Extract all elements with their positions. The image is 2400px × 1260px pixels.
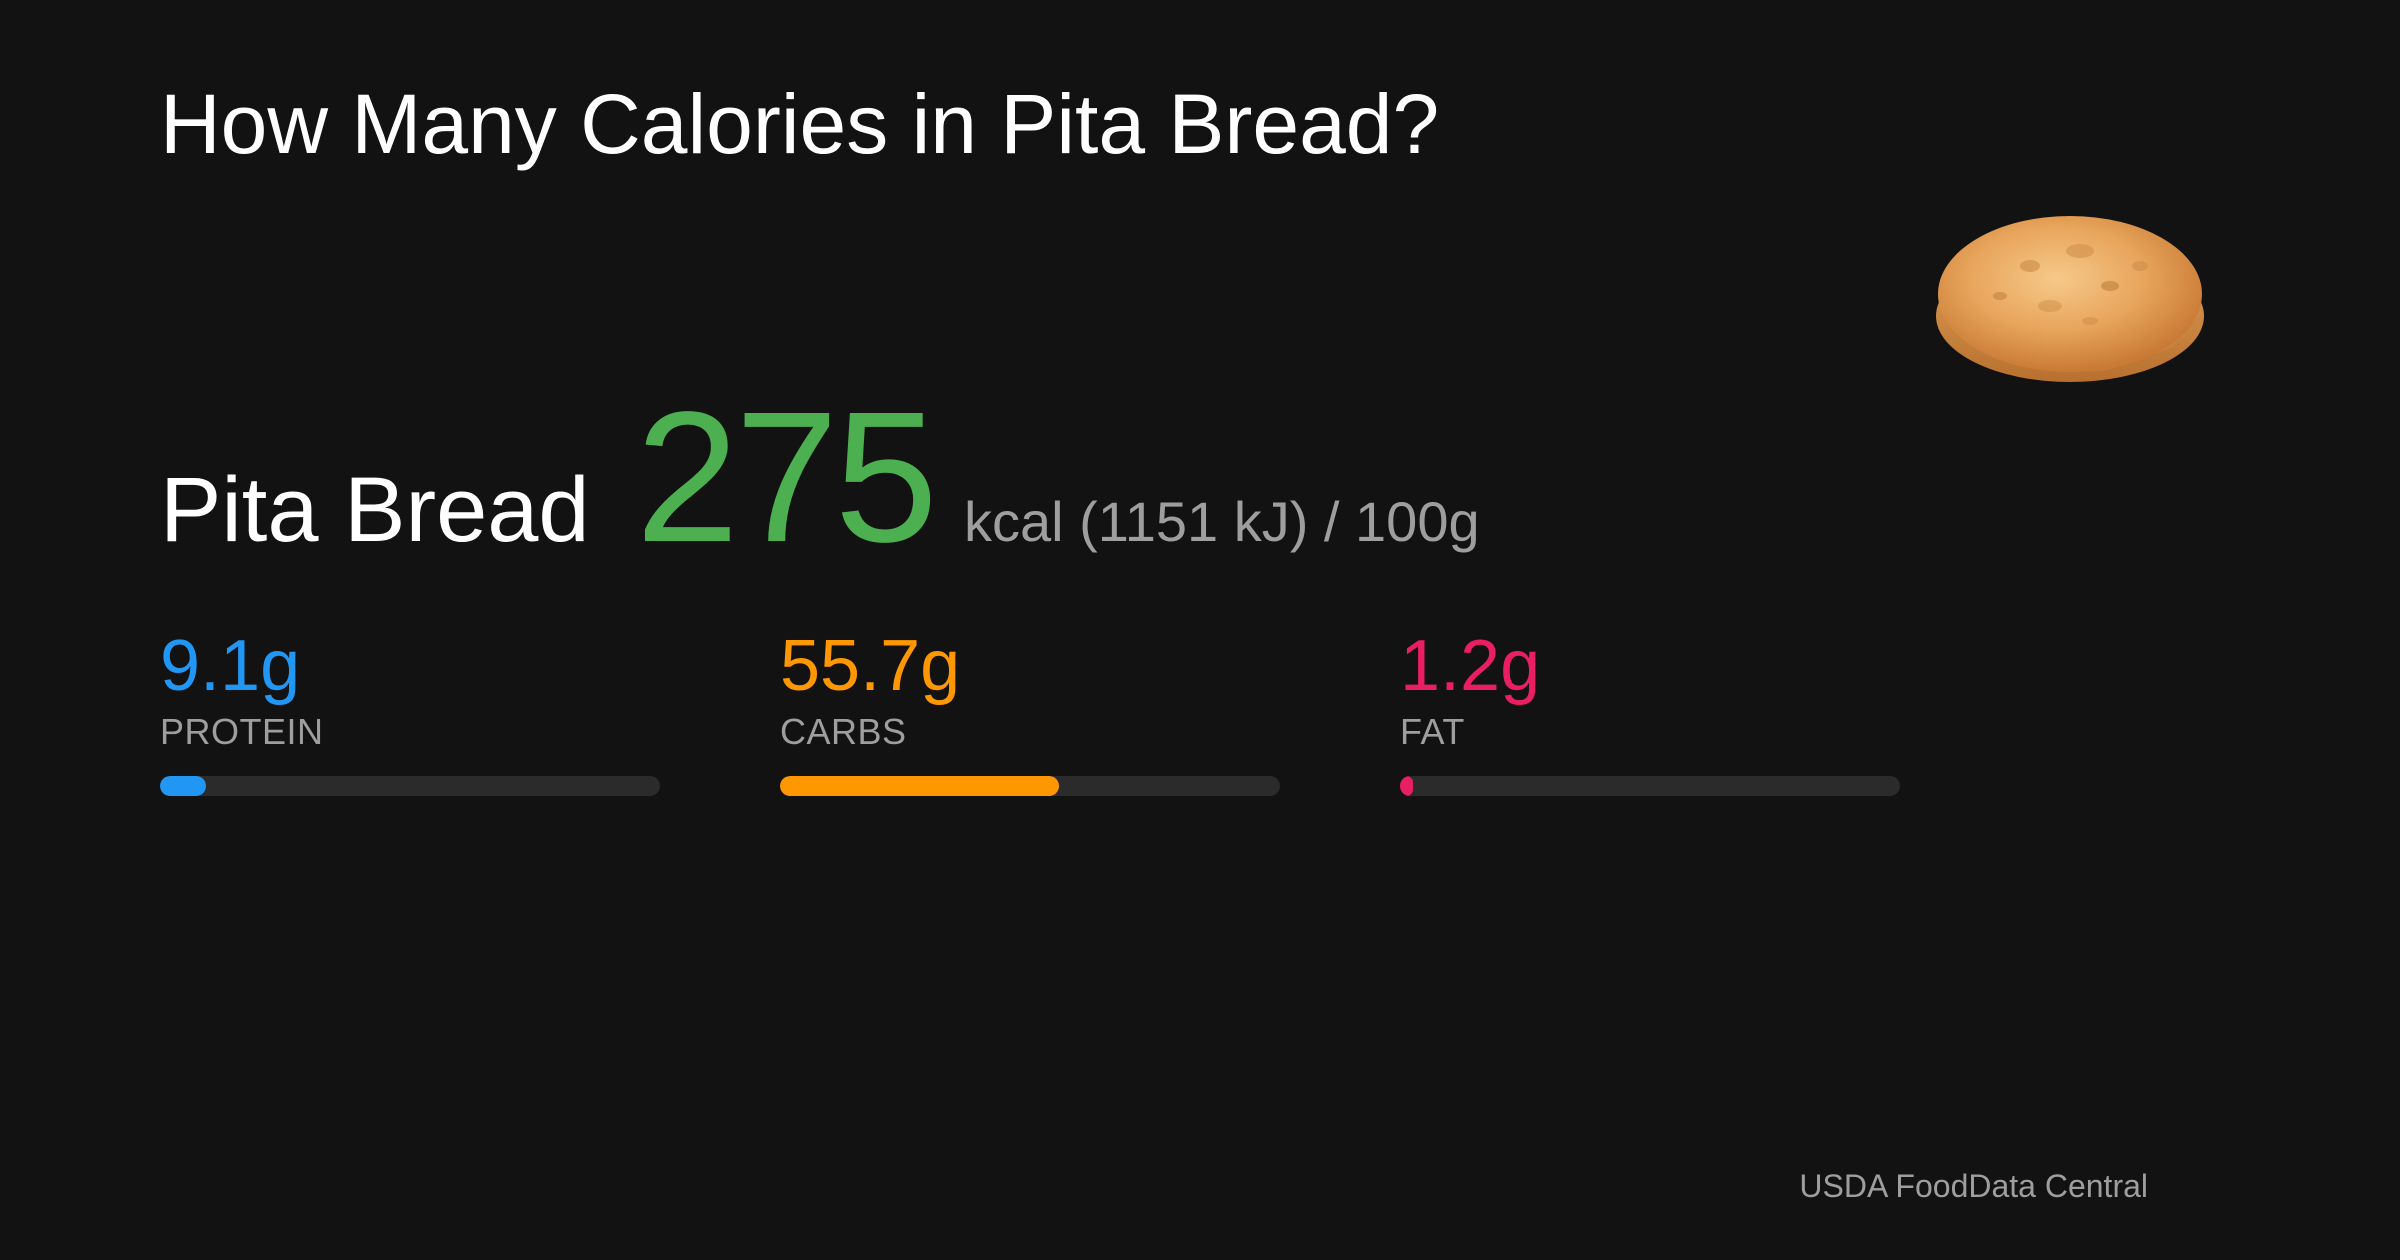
macro-protein: 9.1g PROTEIN (160, 630, 660, 796)
pita-bread-image (1936, 216, 2204, 382)
macro-label: FAT (1400, 711, 1465, 752)
calorie-unit: kcal (1151 kJ) / 100g (963, 490, 1480, 553)
macro-value: 1.2g (1400, 626, 1541, 706)
macro-value: 9.1g (160, 626, 301, 706)
page-title: How Many Calories in Pita Bread? (160, 77, 1440, 171)
macro-fat: 1.2g FAT (1400, 630, 1900, 796)
macro-label: CARBS (780, 711, 907, 752)
food-name: Pita Bread (160, 459, 590, 561)
macro-bar-fill (1400, 776, 1413, 796)
calorie-summary: Pita Bread 275 kcal (1151 kJ) / 100g (160, 385, 1480, 571)
macro-carbs: 55.7g CARBS (780, 630, 1280, 796)
macro-label: PROTEIN (160, 711, 324, 752)
macro-bar-track (160, 776, 660, 796)
macro-bar-fill (160, 776, 206, 796)
data-source: USDA FoodData Central (1799, 1168, 2148, 1204)
macro-value: 55.7g (780, 626, 961, 706)
calorie-value: 275 (635, 374, 938, 581)
macros: 9.1g PROTEIN 55.7g CARBS 1.2g FAT (160, 630, 1900, 810)
macro-bar-track (780, 776, 1280, 796)
macro-bar-track (1400, 776, 1900, 796)
macro-bar-fill (780, 776, 1059, 796)
